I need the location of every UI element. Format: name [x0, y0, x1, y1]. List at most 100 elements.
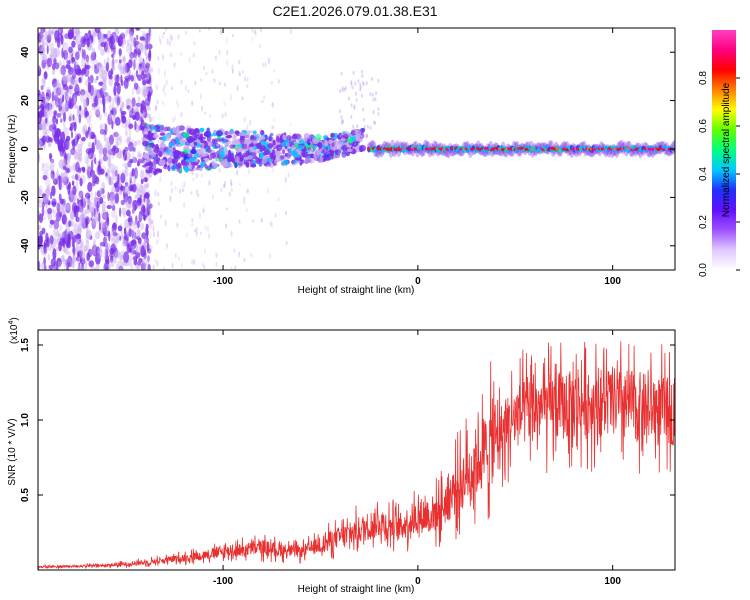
heatmap-cell	[109, 197, 113, 209]
heatmap-cell	[114, 147, 120, 154]
heatmap-cell	[63, 246, 68, 254]
heatmap-cell	[104, 143, 110, 151]
heatmap-cell	[98, 31, 104, 44]
heatmap-cell	[189, 157, 196, 162]
heatmap-cell	[88, 153, 92, 160]
heatmap-cell	[154, 257, 157, 264]
heatmap-cell	[49, 59, 52, 67]
heatmap-marks	[38, 28, 675, 270]
heatmap-cell	[202, 208, 205, 214]
heatmap-cell	[44, 209, 48, 216]
heatmap-cell	[125, 43, 132, 54]
heatmap-cell	[153, 231, 156, 238]
heatmap-cell	[75, 151, 79, 158]
colorbar-tick-label: 0.4	[698, 167, 709, 181]
snr-scale-label: (x104)	[8, 317, 20, 344]
x-tick-label: 100	[604, 276, 621, 287]
x-tick-label: 100	[604, 576, 621, 587]
heatmap-cell	[147, 263, 151, 270]
heatmap-cell	[106, 168, 110, 179]
heatmap-cell	[149, 107, 152, 111]
heatmap-cell	[252, 160, 256, 165]
heatmap-cell	[89, 94, 93, 100]
heatmap-cell	[132, 254, 137, 263]
heatmap-cell	[99, 196, 104, 205]
heatmap-cell	[101, 94, 105, 105]
heatmap-cell	[81, 125, 88, 134]
heatmap-cell	[120, 199, 126, 206]
heatmap-cell	[208, 28, 211, 31]
heatmap-cell	[135, 70, 139, 78]
heatmap-cell	[87, 181, 93, 193]
heatmap-cell	[119, 135, 123, 143]
heatmap-cell	[334, 154, 341, 158]
heatmap-cell	[228, 191, 231, 197]
heatmap-cell	[252, 219, 255, 223]
heatmap-cell	[118, 59, 122, 64]
heatmap-cell	[134, 257, 137, 263]
heatmap-cell	[119, 107, 123, 113]
heatmap-cell	[64, 230, 69, 242]
heatmap-cell	[94, 28, 101, 34]
heatmap-cell	[165, 28, 168, 32]
heatmap-cell	[195, 230, 198, 237]
heatmap-cell	[75, 180, 79, 192]
heatmap-cell	[194, 152, 200, 158]
heatmap-cell	[80, 89, 86, 96]
heatmap-cell	[247, 155, 253, 160]
heatmap-cell	[125, 119, 129, 128]
heatmap-cell	[47, 253, 50, 261]
heatmap-cell	[115, 140, 119, 148]
heatmap-cell	[95, 252, 101, 265]
heatmap-cell	[330, 132, 335, 138]
heatmap-cell	[137, 153, 144, 158]
heatmap-cell	[38, 94, 43, 105]
heatmap-cell	[121, 207, 127, 216]
heatmap-cell	[117, 62, 122, 71]
heatmap-cell	[123, 184, 130, 195]
heatmap-cell	[71, 246, 78, 257]
heatmap-cell	[171, 262, 174, 269]
heatmap-cell	[64, 102, 68, 111]
heatmap-cell	[79, 205, 83, 214]
heatmap-cell	[91, 211, 94, 218]
heatmap-cell	[198, 29, 201, 33]
heatmap-cell	[67, 230, 74, 240]
heatmap-cell	[44, 128, 50, 135]
heatmap-cell	[312, 137, 319, 145]
heatmap-cell	[172, 149, 180, 157]
heatmap-cell	[120, 230, 124, 240]
heatmap-cell	[79, 105, 82, 111]
heatmap-cell	[91, 142, 95, 154]
heatmap-cell	[79, 177, 83, 187]
heatmap-cell	[169, 52, 172, 58]
heatmap-cell	[365, 81, 368, 86]
heatmap-cell	[60, 131, 66, 143]
heatmap-cell	[236, 169, 239, 176]
heatmap-cell	[155, 84, 158, 91]
heatmap-cell	[45, 186, 50, 198]
heatmap-cell	[119, 102, 125, 107]
heatmap-cell	[224, 142, 230, 148]
y-tick-label: 0.5	[20, 488, 31, 502]
heatmap-cell	[65, 135, 71, 142]
heatmap-cell	[158, 151, 163, 158]
heatmap-cell	[43, 162, 49, 169]
heatmap-cell	[339, 133, 342, 138]
heatmap-cell	[135, 215, 138, 226]
heatmap-cell	[91, 95, 95, 106]
heatmap-cell	[188, 56, 191, 64]
heatmap-cell	[371, 92, 374, 97]
heatmap-cell	[193, 129, 201, 136]
heatmap-cell	[62, 84, 68, 91]
heatmap-cell	[193, 41, 196, 46]
heatmap-cell	[125, 176, 128, 186]
heatmap-cell	[172, 158, 178, 166]
heatmap-cell	[219, 156, 224, 162]
heatmap-cell	[111, 64, 116, 72]
heatmap-cell	[215, 158, 219, 162]
heatmap-cell	[321, 149, 326, 154]
heatmap-cell	[257, 158, 263, 162]
heatmap-cell	[134, 194, 139, 199]
heatmap-cell	[285, 211, 287, 216]
